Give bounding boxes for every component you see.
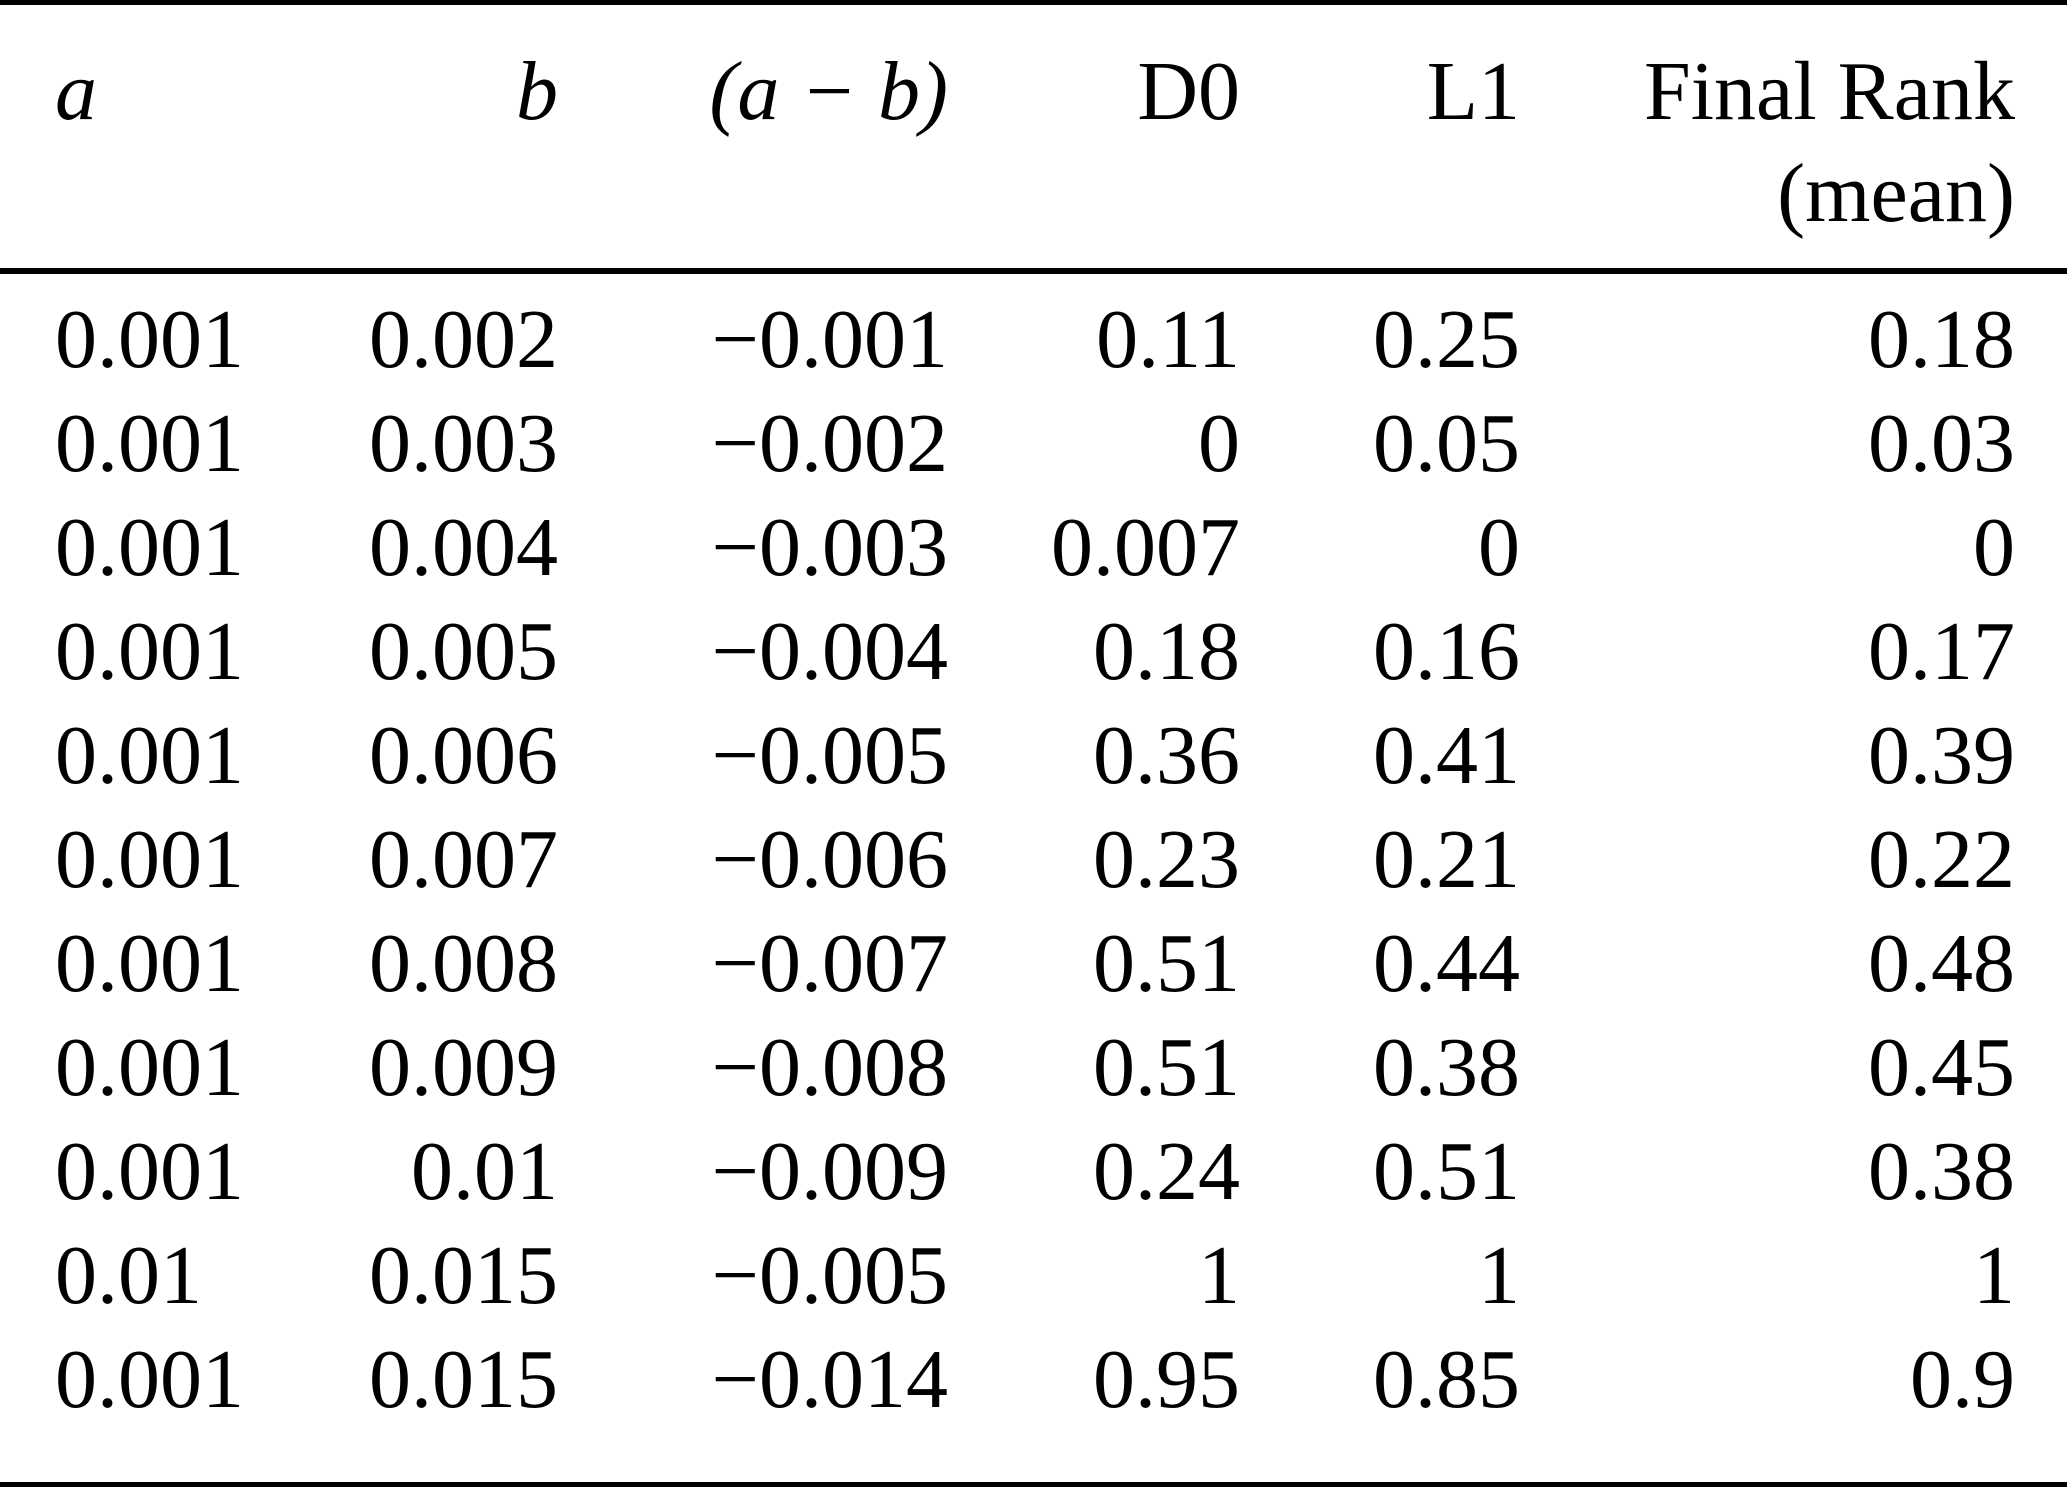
cell-l1: 0.41 [1373, 709, 1520, 802]
cell-d0: 0.95 [1093, 1333, 1240, 1426]
cell-d0: 0.24 [1093, 1125, 1240, 1218]
col-header-a-minus-b: (a − b) [709, 45, 948, 138]
cell-a-minus-b: −0.002 [711, 397, 948, 490]
cell-final-rank-mean: 0.03 [1868, 397, 2015, 490]
cell-b: 0.009 [369, 1021, 558, 1114]
cell-d0: 0.36 [1093, 709, 1240, 802]
cell-d0: 0.51 [1093, 1021, 1240, 1114]
cell-final-rank-mean: 1 [1973, 1229, 2015, 1322]
cell-l1: 0.85 [1373, 1333, 1520, 1426]
cell-a: 0.001 [55, 813, 244, 906]
cell-final-rank-mean: 0.22 [1868, 813, 2015, 906]
cell-d0: 0.11 [1096, 293, 1240, 386]
cell-final-rank-mean: 0 [1973, 501, 2015, 594]
table-row: 0.001 0.015 −0.014 0.95 0.85 0.9 [0, 1328, 2067, 1485]
cell-l1: 0.51 [1373, 1125, 1520, 1218]
cell-l1: 0.38 [1373, 1021, 1520, 1114]
cell-final-rank-mean: 0.39 [1868, 709, 2015, 802]
table-row: 0.001 0.003 −0.002 0 0.05 0.03 [0, 392, 2067, 496]
table-row: 0.001 0.004 −0.003 0.007 0 0 [0, 496, 2067, 600]
cell-a: 0.001 [55, 501, 244, 594]
cell-a-minus-b: −0.003 [711, 501, 948, 594]
cell-final-rank-mean: 0.45 [1868, 1021, 2015, 1114]
cell-a: 0.001 [55, 605, 244, 698]
cell-a-minus-b: −0.004 [711, 605, 948, 698]
cell-d0: 0 [1198, 397, 1240, 490]
table-body: 0.001 0.002 −0.001 0.11 0.25 0.18 0.001 0.003 −0… [0, 271, 2067, 1485]
cell-l1: 0.25 [1373, 293, 1520, 386]
cell-d0: 1 [1198, 1229, 1240, 1322]
cell-a-minus-b: −0.005 [711, 709, 948, 802]
table-row: 0.001 0.002 −0.001 0.11 0.25 0.18 [0, 271, 2067, 392]
cell-b: 0.007 [369, 813, 558, 906]
cell-b: 0.002 [369, 293, 558, 386]
cell-b: 0.004 [369, 501, 558, 594]
cell-b: 0.003 [369, 397, 558, 490]
cell-l1: 1 [1478, 1229, 1520, 1322]
cell-l1: 0.21 [1373, 813, 1520, 906]
cell-b: 0.008 [369, 917, 558, 1010]
cell-d0: 0.23 [1093, 813, 1240, 906]
cell-a: 0.001 [55, 709, 244, 802]
cell-d0: 0.007 [1051, 501, 1240, 594]
table-header: a b (a − b) D0 L1 Final Rank (mean) [0, 3, 2067, 272]
cell-l1: 0 [1478, 501, 1520, 594]
cell-a: 0.001 [55, 1021, 244, 1114]
cell-a: 0.001 [55, 917, 244, 1010]
cell-l1: 0.16 [1373, 605, 1520, 698]
cell-a-minus-b: −0.009 [711, 1125, 948, 1218]
cell-a: 0.01 [55, 1229, 202, 1322]
cell-a-minus-b: −0.007 [711, 917, 948, 1010]
cell-a-minus-b: −0.005 [711, 1229, 948, 1322]
col-header-b: b [516, 45, 558, 138]
cell-a: 0.001 [55, 1333, 244, 1426]
cell-b: 0.015 [369, 1229, 558, 1322]
cell-d0: 0.51 [1093, 917, 1240, 1010]
col-header-d0: D0 [1137, 45, 1240, 138]
table-row: 0.001 0.005 −0.004 0.18 0.16 0.17 [0, 600, 2067, 704]
cell-a-minus-b: −0.001 [711, 293, 948, 386]
cell-a-minus-b: −0.014 [711, 1333, 948, 1426]
cell-b: 0.006 [369, 709, 558, 802]
table-row: 0.001 0.009 −0.008 0.51 0.38 0.45 [0, 1016, 2067, 1120]
table-row: 0.001 0.01 −0.009 0.24 0.51 0.38 [0, 1120, 2067, 1224]
cell-b: 0.015 [369, 1333, 558, 1426]
cell-b: 0.01 [411, 1125, 558, 1218]
cell-final-rank-mean: 0.9 [1910, 1333, 2015, 1426]
cell-a-minus-b: −0.008 [711, 1021, 948, 1114]
table-row: 0.001 0.008 −0.007 0.51 0.44 0.48 [0, 912, 2067, 1016]
col-header-a: a [55, 45, 97, 138]
col-header-final-rank-line2: (mean) [1777, 147, 2015, 240]
cell-l1: 0.05 [1373, 397, 1520, 490]
cell-a: 0.001 [55, 293, 244, 386]
col-header-final-rank-line1: Final Rank [1644, 45, 2015, 138]
table-row: 0.01 0.015 −0.005 1 1 1 [0, 1224, 2067, 1328]
cell-b: 0.005 [369, 605, 558, 698]
cell-l1: 0.44 [1373, 917, 1520, 1010]
cell-final-rank-mean: 0.38 [1868, 1125, 2015, 1218]
table-row: 0.001 0.007 −0.006 0.23 0.21 0.22 [0, 808, 2067, 912]
col-header-l1: L1 [1426, 45, 1520, 138]
header-row: a b (a − b) D0 L1 Final Rank (mean) [0, 3, 2067, 272]
cell-final-rank-mean: 0.17 [1868, 605, 2015, 698]
table-row: 0.001 0.006 −0.005 0.36 0.41 0.39 [0, 704, 2067, 808]
cell-final-rank-mean: 0.48 [1868, 917, 2015, 1010]
cell-final-rank-mean: 0.18 [1868, 293, 2015, 386]
cell-a-minus-b: −0.006 [711, 813, 948, 906]
col-header-final-rank: Final Rank (mean) [1520, 3, 2067, 272]
cell-d0: 0.18 [1093, 605, 1240, 698]
cell-a: 0.001 [55, 397, 244, 490]
cell-a: 0.001 [55, 1125, 244, 1218]
